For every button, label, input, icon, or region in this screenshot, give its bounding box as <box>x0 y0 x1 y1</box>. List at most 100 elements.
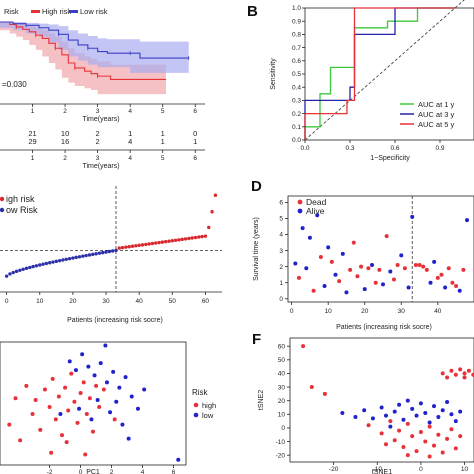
pca-point <box>123 375 128 380</box>
pca-point <box>63 385 68 390</box>
x-tick-label: 40 <box>434 308 442 315</box>
survival-point <box>315 213 320 218</box>
tsne-point <box>388 419 393 424</box>
risk-score-point <box>51 260 55 264</box>
pca-point <box>87 396 92 401</box>
tsne-point <box>309 385 314 390</box>
legend-label: high <box>202 401 216 410</box>
tsne-point <box>458 409 463 414</box>
x-tick-label: -10 <box>373 466 383 473</box>
tsne-point <box>405 421 410 426</box>
risk-table-cell: 29 <box>28 137 36 146</box>
risk-score-point <box>210 210 214 214</box>
table-x-tick-label: 1 <box>31 155 35 162</box>
risk-score-point <box>4 274 9 278</box>
x-tick-label: 0 <box>290 308 294 315</box>
survival-point <box>439 272 444 277</box>
tsne-point <box>379 431 384 436</box>
tsne-point <box>462 371 467 376</box>
risk-score-point <box>190 236 194 240</box>
risk-score-point <box>117 246 121 250</box>
survival-point <box>399 253 404 258</box>
pca-point <box>60 433 64 438</box>
pca-point <box>129 394 134 399</box>
risk-score-point <box>101 250 105 255</box>
x-tick-label: 2 <box>63 108 67 115</box>
plot-frame <box>287 195 474 303</box>
survival-point <box>300 226 305 231</box>
pca-point <box>50 376 55 381</box>
pca-point <box>108 410 113 415</box>
risk-score-point <box>11 270 15 275</box>
x-tick-label: 20 <box>69 298 77 305</box>
tsne-point <box>449 427 454 432</box>
pca-point <box>24 383 29 388</box>
tsne-point <box>436 432 441 437</box>
pca-point <box>38 427 43 432</box>
tsne-point <box>405 453 410 458</box>
roc-diagonal <box>304 0 465 141</box>
tsne-point <box>449 412 454 417</box>
y-tick-label: 1 <box>279 280 283 287</box>
risk-score-point <box>74 255 78 260</box>
risk-table-cell: 1 <box>128 129 132 138</box>
risk-score-point <box>91 252 95 257</box>
legend-label: Alive <box>306 206 325 216</box>
tsne-point <box>379 405 384 410</box>
x-tick-label: 4 <box>128 108 132 115</box>
risk-score-point <box>54 259 59 264</box>
risk-score-point <box>71 256 75 260</box>
risk-score-point <box>137 243 141 248</box>
risk-score-point <box>130 244 135 248</box>
legend-label-low: Low risk <box>80 7 108 16</box>
legend-label-high: igh risk <box>6 194 35 204</box>
risk-score-point <box>177 238 181 242</box>
pca-point <box>33 397 38 402</box>
risk-score-point <box>147 242 151 246</box>
y-tick-label: 0.2 <box>292 111 301 118</box>
risk-score-point <box>187 236 191 241</box>
tsne-point <box>301 344 306 349</box>
tsne-point <box>418 430 423 435</box>
risk-score-point <box>170 239 174 243</box>
x-tick-label: 10 <box>325 308 333 315</box>
survival-point <box>454 283 459 288</box>
pca-point <box>58 412 63 417</box>
x-tick-label: 20 <box>361 308 369 315</box>
survival-point <box>391 277 396 282</box>
survival-point <box>322 283 327 288</box>
risk-score-point <box>127 245 131 249</box>
tsne-point <box>366 423 371 428</box>
x-tick-label: 50 <box>169 298 177 305</box>
y-tick-label: 0.6 <box>292 58 301 65</box>
survival-point <box>388 269 393 274</box>
legend-risk: Risk High risk Low risk <box>4 7 108 16</box>
risk-score-point <box>34 264 39 268</box>
panel-d-survival-status: 0 1 2 3 4 5 6 0 10 20 30 40 Patients (increasing ris… <box>253 195 474 331</box>
risk-table-cell: 21 <box>28 129 36 138</box>
y-tick-label: 3 <box>279 248 283 255</box>
tsne-point <box>401 417 406 422</box>
survival-point <box>348 267 353 272</box>
pca-point <box>56 394 61 399</box>
tsne-point <box>449 368 454 373</box>
y-tick-label: 20 <box>278 398 286 405</box>
pca-point <box>66 408 71 413</box>
tsne-point <box>370 416 375 421</box>
tsne-point <box>432 404 436 409</box>
risk-score-point <box>24 266 29 271</box>
risk-score-point <box>64 257 68 262</box>
tsne-point <box>453 372 458 377</box>
km-curve-0 <box>0 21 166 80</box>
pca-point <box>13 396 18 401</box>
pca-point <box>67 359 72 364</box>
survival-point <box>307 235 312 240</box>
survival-point <box>417 263 422 268</box>
survival-point <box>446 266 451 271</box>
x-tick-label: 3 <box>96 108 100 115</box>
y-tick-label: -20 <box>276 452 286 459</box>
survival-point <box>373 280 378 285</box>
risk-score-point <box>110 249 115 253</box>
